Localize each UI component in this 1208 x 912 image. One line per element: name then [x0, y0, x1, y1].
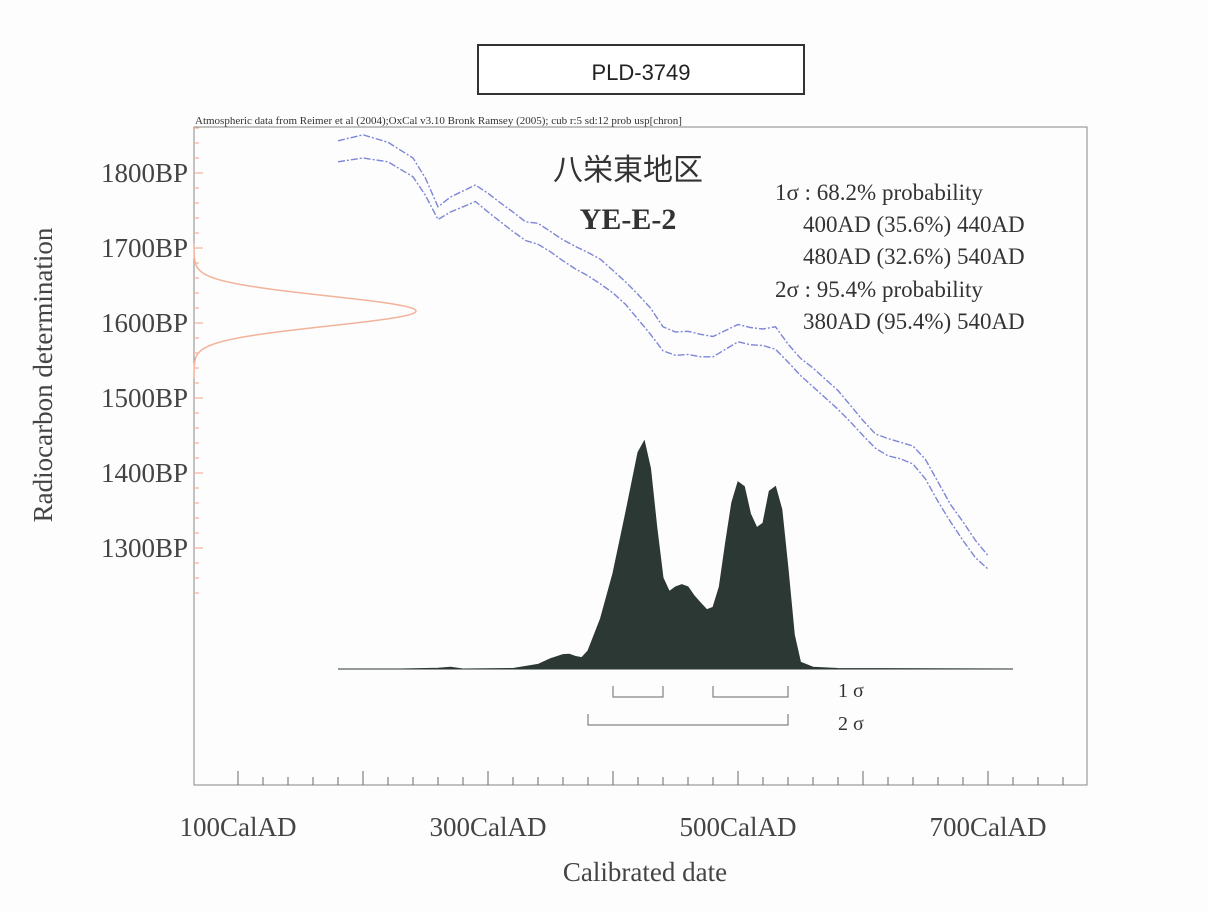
sigma2-bracket-1	[587, 714, 789, 726]
sigma2-header: 2σ : 95.4% probability	[775, 277, 983, 302]
sigma-range-bars	[587, 686, 789, 726]
y-tick-label: 1300BP	[101, 533, 188, 563]
sigma2-bar-label: 2 σ	[838, 713, 864, 735]
x-tick-label: 500CalAD	[680, 812, 797, 842]
measurement-curve	[193, 243, 417, 379]
sigma1-bracket-2	[712, 686, 789, 698]
x-tick-label: 300CalAD	[430, 812, 547, 842]
sigma1-range-2: 480AD (32.6%) 540AD	[803, 244, 1025, 269]
sigma1-header: 1σ : 68.2% probability	[775, 180, 983, 205]
sigma1-range-1: 400AD (35.6%) 440AD	[803, 212, 1025, 237]
x-axis-ticks: 100CalAD 300CalAD 500CalAD 700CalAD	[180, 771, 1064, 842]
sigma2-range-1: 380AD (95.4%) 540AD	[803, 309, 1025, 334]
plot-frame	[193, 126, 1088, 786]
y-tick-label: 1700BP	[101, 233, 188, 263]
sigma1-bar-label: 1 σ	[838, 680, 864, 702]
posterior-distribution	[338, 439, 1014, 670]
y-tick-label: 1400BP	[101, 458, 188, 488]
sample-id: PLD-3749	[591, 60, 690, 85]
y-tick-label: 1800BP	[101, 158, 188, 188]
y-tick-label: 1500BP	[101, 383, 188, 413]
x-axis-title: Calibrated date	[563, 857, 727, 887]
y-tick-label: 1600BP	[101, 308, 188, 338]
sigma1-bracket-1	[612, 686, 664, 698]
calibration-curve-upper	[337, 134, 989, 556]
calibration-curve-lower	[337, 157, 989, 570]
posterior-area	[338, 439, 1014, 670]
y-axis-ticks: 1800BP 1700BP 1600BP 1500BP 1400BP 1300BP	[101, 127, 203, 594]
y-axis-title: Radiocarbon determination	[28, 227, 58, 522]
x-tick-label: 100CalAD	[180, 812, 297, 842]
measurement-distribution	[193, 243, 417, 379]
sample-id-box	[477, 44, 805, 95]
sample-code: YE-E-2	[580, 203, 677, 236]
site-name: 八栄東地区	[553, 154, 703, 187]
x-tick-label: 700CalAD	[930, 812, 1047, 842]
calibration-curve	[337, 134, 989, 570]
credit-line: Atmospheric data from Reimer et al (2004…	[195, 115, 682, 127]
